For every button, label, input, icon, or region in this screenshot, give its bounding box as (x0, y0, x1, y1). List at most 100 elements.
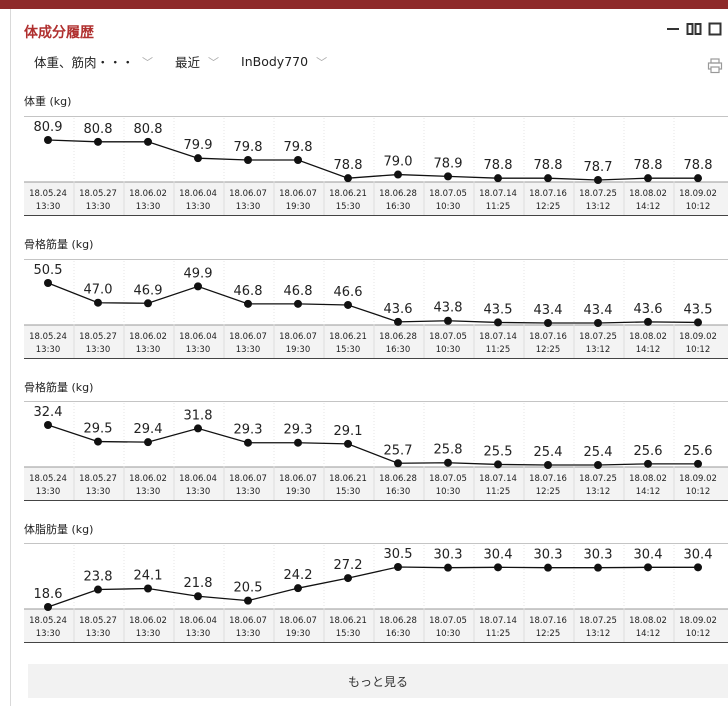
data-point (494, 318, 502, 327)
data-point (344, 174, 352, 183)
data-label: 78.8 (634, 158, 663, 173)
data-label: 79.9 (184, 138, 213, 153)
time-tick-label: 12:25 (536, 345, 561, 355)
data-point (544, 319, 552, 327)
period-filter-label: 最近 (175, 55, 201, 70)
time-tick-label: 10:12 (686, 202, 711, 212)
date-tick-label: 18.06.04 (179, 616, 217, 626)
data-label: 46.8 (284, 284, 313, 299)
data-label: 24.1 (134, 569, 163, 584)
data-label: 31.8 (184, 408, 213, 423)
data-point (294, 584, 302, 593)
minimize-icon[interactable] (666, 22, 680, 36)
data-point (444, 316, 452, 325)
data-label: 30.3 (534, 548, 563, 563)
data-label: 25.8 (434, 443, 463, 458)
date-tick-label: 18.08.02 (629, 616, 667, 626)
data-point (394, 170, 402, 179)
print-icon[interactable] (707, 58, 723, 78)
data-point (144, 137, 152, 146)
data-label: 79.8 (234, 140, 263, 155)
date-tick-label: 18.08.02 (629, 332, 667, 342)
time-tick-label: 13:30 (36, 202, 61, 212)
data-label: 78.7 (584, 160, 613, 175)
data-label: 49.9 (184, 266, 213, 281)
chart-body-fat: 18.6 18.05.24 13:30 23.8 18.05.27 13:30 24.1 18… (24, 543, 728, 643)
data-label: 80.8 (84, 122, 113, 137)
data-label: 25.6 (684, 444, 713, 459)
chevron-down-icon: ﹀ (208, 55, 220, 69)
data-point (144, 299, 152, 308)
data-label: 79.0 (384, 155, 413, 170)
time-tick-label: 13:12 (586, 487, 611, 497)
device-filter-label: InBody770 (241, 54, 309, 69)
data-point (694, 459, 702, 468)
time-tick-label: 13:30 (136, 629, 161, 639)
date-tick-label: 18.07.16 (529, 616, 567, 626)
device-filter-dropdown[interactable]: InBody770 ﹀ (241, 52, 327, 71)
data-label: 43.4 (534, 303, 563, 318)
data-point (694, 318, 702, 327)
date-tick-label: 18.06.28 (379, 474, 417, 484)
data-point (344, 574, 352, 583)
time-tick-label: 13:30 (136, 345, 161, 355)
maximize-icon[interactable] (708, 22, 722, 36)
data-point (244, 596, 252, 605)
data-point (44, 421, 52, 429)
data-point (594, 563, 602, 572)
data-point (144, 584, 152, 593)
time-tick-label: 13:30 (186, 202, 211, 212)
time-tick-label: 13:30 (36, 629, 61, 639)
page-title: 体成分履歴 (24, 25, 94, 41)
data-label: 25.4 (584, 445, 613, 460)
date-tick-label: 18.07.05 (429, 616, 467, 626)
date-tick-label: 18.09.02 (679, 189, 717, 199)
date-tick-label: 18.07.05 (429, 474, 467, 484)
top-accent-bar (0, 0, 728, 9)
time-tick-label: 13:12 (586, 202, 611, 212)
data-label: 25.7 (384, 443, 413, 458)
window-controls (666, 22, 722, 36)
data-label: 80.8 (134, 122, 163, 137)
date-tick-label: 18.06.02 (129, 189, 167, 199)
time-tick-label: 12:25 (536, 487, 561, 497)
time-tick-label: 13:30 (86, 345, 111, 355)
time-tick-label: 12:25 (536, 202, 561, 212)
time-tick-label: 11:25 (486, 345, 511, 355)
date-tick-label: 18.05.27 (79, 332, 117, 342)
data-point (694, 563, 702, 572)
chevron-down-icon: ﹀ (142, 55, 154, 69)
date-axis-band (24, 182, 728, 216)
date-tick-label: 18.07.14 (479, 332, 517, 342)
data-label: 30.4 (484, 547, 513, 562)
time-tick-label: 13:30 (86, 202, 111, 212)
time-tick-label: 14:12 (636, 202, 661, 212)
period-filter-dropdown[interactable]: 最近 ﹀ (175, 52, 219, 71)
data-label: 78.9 (434, 156, 463, 171)
date-tick-label: 18.05.24 (29, 332, 67, 342)
data-label: 32.4 (34, 405, 63, 420)
data-label: 21.8 (184, 576, 213, 591)
data-point (294, 438, 302, 447)
columns-icon[interactable] (686, 22, 702, 36)
date-tick-label: 18.09.02 (679, 332, 717, 342)
data-label: 46.6 (334, 285, 363, 300)
date-tick-label: 18.06.07 (279, 332, 317, 342)
time-tick-label: 13:30 (236, 629, 261, 639)
date-tick-label: 18.07.14 (479, 616, 517, 626)
metric-filter-dropdown[interactable]: 体重、筋肉・・・ ﹀ (34, 52, 153, 71)
date-axis-band (24, 609, 728, 643)
date-axis-band (24, 325, 728, 359)
time-tick-label: 13:30 (86, 487, 111, 497)
data-label: 24.2 (284, 568, 313, 583)
series-line (47, 566, 698, 608)
data-label: 30.3 (584, 548, 613, 563)
date-tick-label: 18.05.27 (79, 189, 117, 199)
date-tick-label: 18.06.04 (179, 189, 217, 199)
more-button[interactable]: もっと見る (28, 664, 728, 698)
date-tick-label: 18.06.02 (129, 616, 167, 626)
time-tick-label: 10:12 (686, 345, 711, 355)
data-point (444, 458, 452, 467)
data-point (344, 439, 352, 448)
data-point (294, 156, 302, 164)
